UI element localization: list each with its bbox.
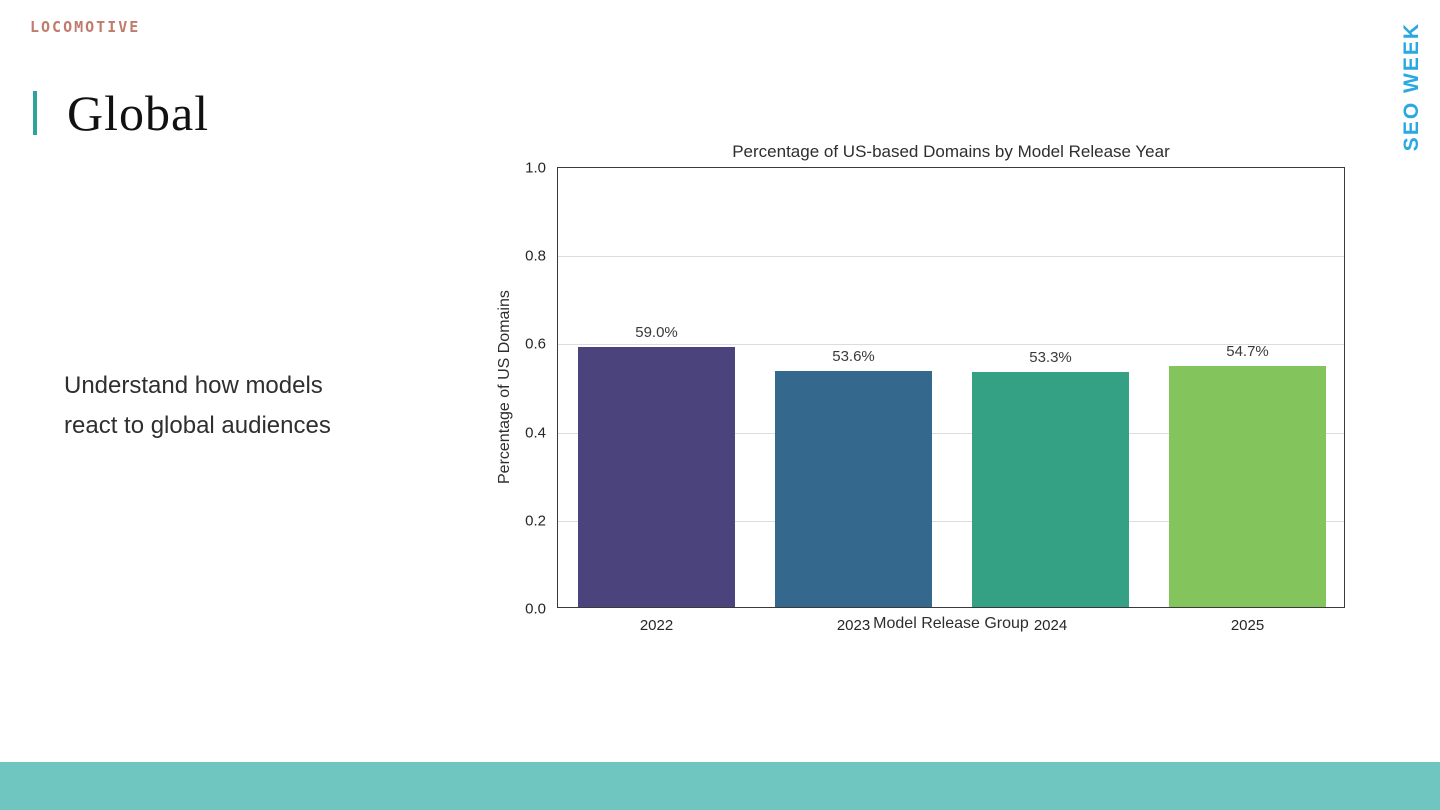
x-tick-label: 2025 xyxy=(1230,617,1265,634)
y-tick-label: 0.8 xyxy=(525,247,546,265)
gridline xyxy=(558,432,1344,434)
bar-2023 xyxy=(774,370,933,607)
plot-area: 0.0 0.2 0.4 0.6 0.8 1.0 59.0% 2022 53.6% 2023 53.3… xyxy=(525,160,1345,634)
body-text-line-1: Understand how models xyxy=(64,372,323,399)
gridline xyxy=(558,520,1344,522)
y-tick-label: 0.2 xyxy=(525,512,546,530)
bar-2022 xyxy=(577,346,736,607)
page-title: Global xyxy=(67,85,210,141)
y-axis-label: Percentage of US Domains xyxy=(496,290,513,485)
footer-band xyxy=(0,762,1440,810)
y-tick-label: 0.6 xyxy=(525,335,546,353)
x-tick-label: 2024 xyxy=(1033,617,1068,634)
y-tick-label: 1.0 xyxy=(525,159,546,177)
bar-chart: Percentage of US-based Domains by Model … xyxy=(490,140,1360,680)
bar-value-label: 59.0% xyxy=(635,323,678,341)
bar-2025 xyxy=(1168,365,1327,607)
bar-2024 xyxy=(971,371,1130,607)
locomotive-logo: LOCOMOTIVE xyxy=(30,18,141,36)
gridline xyxy=(558,344,1344,346)
chart-title: Percentage of US-based Domains by Model … xyxy=(732,142,1170,161)
bar-value-label: 54.7% xyxy=(1226,342,1269,360)
y-tick-label: 0.0 xyxy=(525,600,546,618)
x-tick-label: 2023 xyxy=(836,617,871,634)
body-text: Understand how models react to global au… xyxy=(64,366,331,446)
y-tick-label: 0.4 xyxy=(525,424,546,442)
x-tick-label: 2022 xyxy=(639,617,674,634)
bar-value-label: 53.3% xyxy=(1029,348,1072,366)
body-text-line-2: react to global audiences xyxy=(64,412,331,439)
bar-value-label: 53.6% xyxy=(832,347,875,365)
gridline xyxy=(558,256,1344,258)
seo-week-label: SEO WEEK xyxy=(1400,22,1423,152)
title-accent-bar xyxy=(33,91,37,135)
x-axis-label: Model Release Group xyxy=(873,615,1029,632)
title-row: Global xyxy=(33,84,209,142)
